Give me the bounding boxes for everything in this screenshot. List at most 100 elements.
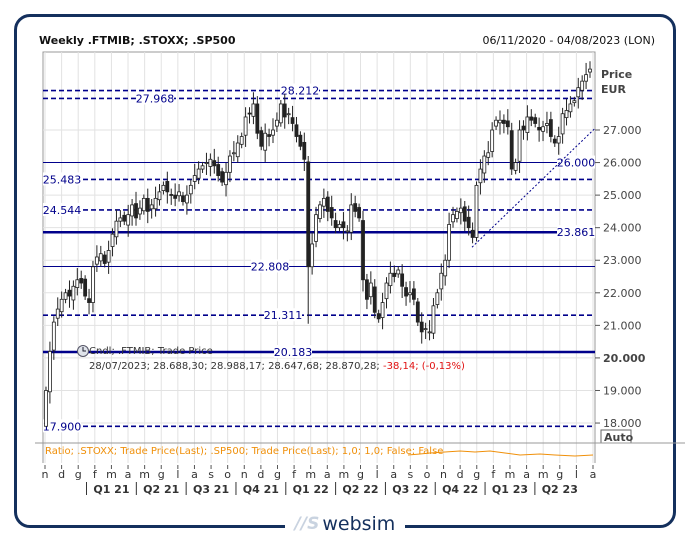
quarter-label: Q4 22 bbox=[442, 483, 478, 496]
candle bbox=[411, 288, 416, 300]
candle bbox=[239, 136, 244, 145]
candle bbox=[48, 351, 52, 393]
month-label: m bbox=[538, 468, 549, 481]
candle bbox=[138, 207, 142, 215]
candle bbox=[122, 214, 127, 222]
candle bbox=[177, 191, 181, 197]
candle bbox=[165, 181, 170, 193]
candle bbox=[200, 165, 205, 170]
candle bbox=[404, 287, 408, 297]
candle bbox=[161, 184, 166, 191]
candle bbox=[204, 162, 209, 164]
candle bbox=[560, 113, 565, 135]
candle bbox=[94, 256, 99, 265]
y-tick-label: 24.000 bbox=[603, 222, 642, 235]
candle bbox=[255, 103, 260, 134]
candle bbox=[134, 203, 138, 219]
candle bbox=[384, 282, 389, 300]
clock-hands-icon bbox=[82, 347, 86, 352]
candle bbox=[423, 328, 428, 331]
month-label: g bbox=[556, 468, 563, 481]
level-label-bg bbox=[251, 259, 289, 273]
quarter-label: Q1 23 bbox=[492, 483, 528, 496]
level-label-bg bbox=[274, 344, 312, 358]
level-label: 25.483 bbox=[43, 173, 82, 186]
candle bbox=[110, 233, 115, 247]
candle bbox=[181, 195, 185, 203]
level-label: 28.212 bbox=[281, 85, 320, 98]
candle bbox=[325, 196, 330, 212]
legend-series: Cndl; .FTMIB; Trade Price bbox=[89, 346, 213, 357]
candle bbox=[247, 112, 252, 115]
y-tick-label: 22.000 bbox=[603, 287, 642, 300]
candle bbox=[275, 119, 279, 127]
candle bbox=[396, 269, 401, 275]
candle bbox=[552, 138, 557, 144]
candle bbox=[494, 119, 498, 127]
candle bbox=[341, 221, 346, 229]
candle bbox=[259, 130, 264, 147]
candle bbox=[501, 119, 506, 124]
y-tick-label: 21.000 bbox=[603, 319, 642, 332]
candle bbox=[556, 136, 561, 144]
month-label: a bbox=[523, 468, 530, 481]
candle bbox=[220, 171, 225, 183]
candle bbox=[455, 210, 459, 219]
candle bbox=[505, 120, 510, 128]
candle bbox=[349, 204, 354, 233]
candle bbox=[329, 207, 334, 219]
month-label: d bbox=[58, 468, 65, 481]
candle bbox=[51, 321, 56, 351]
candle bbox=[196, 168, 201, 179]
candle bbox=[408, 292, 412, 296]
candle bbox=[243, 116, 248, 136]
month-label: m bbox=[339, 468, 350, 481]
y-tick-label: 19.000 bbox=[603, 384, 642, 397]
candle bbox=[71, 285, 76, 301]
candle bbox=[192, 175, 197, 182]
month-label: o bbox=[224, 468, 231, 481]
candle bbox=[533, 117, 538, 124]
candle bbox=[318, 204, 322, 219]
candle bbox=[173, 194, 178, 199]
candle bbox=[235, 142, 240, 158]
candle bbox=[67, 289, 72, 297]
candle bbox=[184, 194, 189, 204]
month-label: f bbox=[491, 468, 496, 481]
month-label: n bbox=[42, 468, 49, 481]
candle bbox=[314, 214, 318, 242]
candle bbox=[302, 141, 307, 160]
candle bbox=[91, 266, 95, 303]
level-label: 23.861 bbox=[557, 226, 596, 239]
candle bbox=[435, 292, 440, 305]
candle bbox=[286, 113, 291, 116]
candle bbox=[290, 117, 295, 124]
candle bbox=[59, 298, 64, 313]
axis-title-price: Price bbox=[601, 68, 632, 81]
candle bbox=[98, 253, 103, 262]
candle bbox=[345, 230, 350, 233]
candle bbox=[537, 126, 542, 131]
axis-title-currency: EUR bbox=[601, 83, 626, 96]
candle bbox=[376, 313, 381, 320]
level-label: 27.968 bbox=[136, 92, 175, 105]
candle bbox=[208, 158, 213, 167]
candle bbox=[415, 301, 420, 323]
quarter-label: Q2 22 bbox=[342, 483, 378, 496]
quarter-label: Q1 22 bbox=[293, 483, 329, 496]
month-label: n bbox=[440, 468, 447, 481]
candle bbox=[75, 279, 80, 288]
candle bbox=[427, 331, 432, 334]
quarter-label: Q2 21 bbox=[143, 483, 179, 496]
candle bbox=[380, 302, 385, 318]
logo-text: websim bbox=[322, 513, 396, 535]
quarter-label: Q4 21 bbox=[243, 483, 279, 496]
candle bbox=[462, 206, 467, 222]
candle bbox=[545, 123, 549, 126]
candle bbox=[541, 126, 545, 132]
month-label: m bbox=[139, 468, 150, 481]
candle bbox=[153, 197, 158, 210]
candle bbox=[79, 278, 84, 284]
month-label: f bbox=[93, 468, 98, 481]
